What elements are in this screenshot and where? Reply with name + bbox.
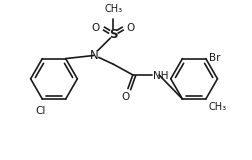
Text: N: N <box>89 49 98 62</box>
Text: Br: Br <box>209 53 220 63</box>
Text: O: O <box>121 92 129 102</box>
Text: S: S <box>109 28 118 40</box>
Text: CH₃: CH₃ <box>104 4 122 14</box>
Text: NH: NH <box>153 71 169 81</box>
Text: O: O <box>92 23 100 33</box>
Text: O: O <box>127 23 135 33</box>
Text: Cl: Cl <box>35 106 46 116</box>
Text: CH₃: CH₃ <box>209 102 227 112</box>
